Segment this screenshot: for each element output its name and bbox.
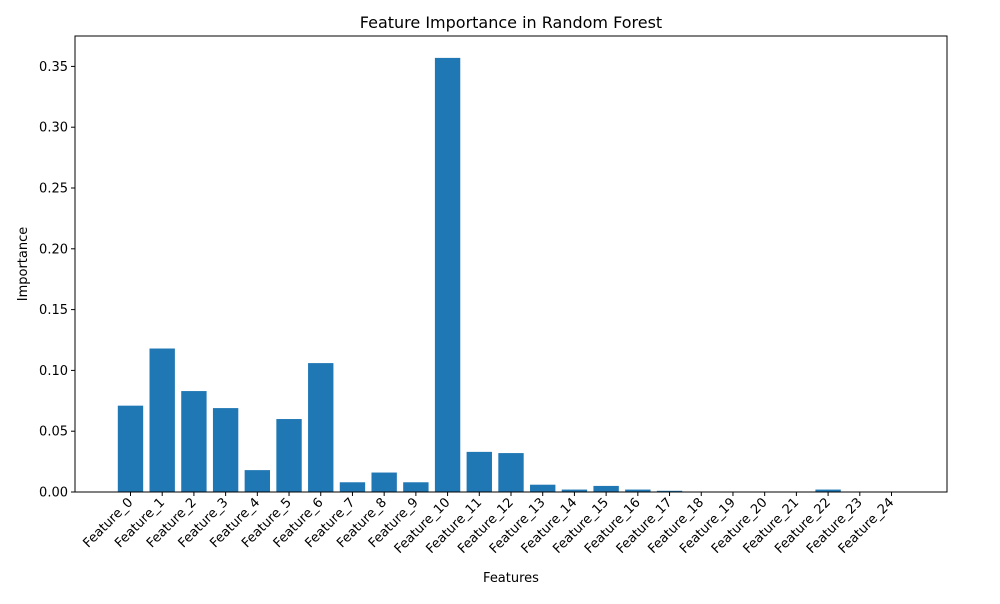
y-axis-label: Importance [16, 227, 31, 302]
y-tick-label: 0.10 [39, 364, 68, 379]
y-tick-label: 0.35 [39, 60, 68, 75]
x-axis: Feature_0Feature_1Feature_2Feature_3Feat… [81, 492, 898, 557]
bar-feature-4 [245, 470, 270, 492]
bar-feature-15 [593, 486, 618, 492]
bar-feature-10 [435, 58, 460, 492]
bar-feature-13 [530, 485, 555, 492]
x-axis-label: Features [483, 571, 539, 586]
bar-feature-8 [371, 473, 396, 492]
bar-feature-3 [213, 408, 238, 492]
y-tick-label: 0.05 [39, 425, 68, 440]
y-tick-label: 0.25 [39, 182, 68, 197]
y-tick-label: 0.30 [39, 121, 68, 136]
bar-feature-7 [340, 482, 365, 492]
bar-feature-9 [403, 482, 428, 492]
bar-feature-12 [498, 453, 523, 492]
bar-feature-1 [150, 349, 175, 492]
bar-feature-0 [118, 406, 143, 492]
bar-feature-2 [181, 391, 206, 492]
bar-feature-11 [467, 452, 492, 492]
chart-title: Feature Importance in Random Forest [360, 13, 662, 32]
bar-feature-6 [308, 363, 333, 492]
bar-feature-5 [276, 419, 301, 492]
y-tick-label: 0.20 [39, 242, 68, 257]
y-axis: 0.00 0.05 0.10 0.15 0.20 0.25 0.30 0.35 [39, 60, 75, 501]
bars-group [118, 58, 904, 492]
y-tick-label: 0.00 [39, 486, 68, 501]
y-tick-label: 0.15 [39, 303, 68, 318]
